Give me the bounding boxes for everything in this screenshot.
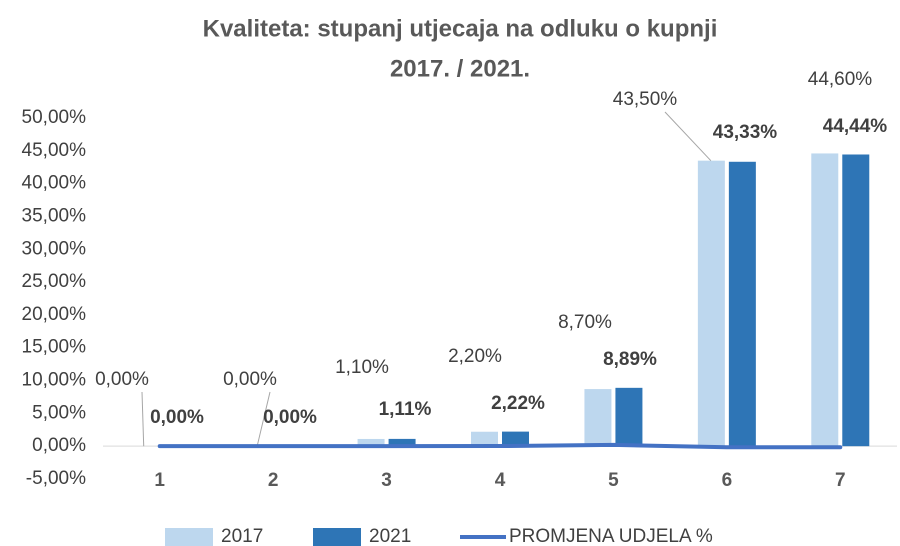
data-label: 1,11%	[379, 399, 432, 420]
leader-line	[664, 111, 712, 162]
bar	[615, 387, 643, 447]
y-tick-label: 30,00%	[22, 238, 87, 259]
y-tick-label: 40,00%	[22, 173, 87, 194]
x-tick-label: 2	[268, 470, 279, 491]
x-tick-label: 5	[608, 470, 619, 491]
data-label: 8,89%	[603, 349, 657, 370]
y-tick-label: 35,00%	[22, 205, 87, 226]
data-label: 0,00%	[223, 369, 277, 390]
data-label: 44,60%	[808, 69, 873, 90]
data-label: 43,33%	[713, 122, 778, 143]
data-label: 44,44%	[823, 116, 888, 137]
x-tick-label: 4	[495, 470, 506, 491]
data-label: 2,22%	[491, 393, 545, 414]
legend-swatch	[165, 528, 213, 546]
y-tick-label: -5,00%	[26, 468, 86, 489]
legend-label: PROMJENA UDJELA %	[509, 526, 713, 546]
chart-subtitle: 2017. / 2021.	[390, 55, 530, 82]
y-tick-label: 45,00%	[22, 140, 87, 161]
bar	[842, 154, 870, 447]
x-tick-label: 7	[835, 470, 846, 491]
legend-swatch	[313, 528, 361, 546]
bar	[584, 389, 612, 447]
line	[157, 442, 843, 450]
bar	[697, 160, 725, 447]
data-label: 8,70%	[558, 312, 612, 333]
bar	[502, 431, 529, 447]
y-tick-label: 15,00%	[22, 337, 87, 358]
bar	[388, 438, 416, 447]
legend-label: 2021	[369, 526, 411, 546]
legend-label: 2017	[221, 526, 263, 546]
bar	[471, 431, 498, 447]
data-label: 43,50%	[613, 89, 678, 110]
bar	[357, 438, 385, 447]
x-tick-label: 1	[154, 470, 165, 491]
bar	[728, 161, 756, 447]
data-label: 1,10%	[335, 357, 389, 378]
y-tick-label: 10,00%	[22, 370, 87, 391]
x-tick-label: 3	[381, 470, 392, 491]
leader-line	[256, 391, 271, 447]
data-label: 0,00%	[263, 407, 317, 428]
data-label: 0,00%	[150, 407, 204, 428]
y-tick-label: 50,00%	[22, 107, 87, 128]
x-tick-label: 6	[722, 470, 733, 491]
bar	[811, 153, 839, 447]
y-tick-label: 20,00%	[22, 304, 87, 325]
y-tick-label: 0,00%	[32, 435, 86, 456]
y-tick-label: 25,00%	[22, 271, 87, 292]
leader-line	[141, 391, 145, 447]
chart-title: Kvaliteta: stupanj utjecaja na odluku o …	[203, 15, 718, 42]
y-tick-label: 5,00%	[32, 402, 86, 423]
data-label: 2,20%	[448, 346, 502, 367]
data-label: 0,00%	[95, 369, 149, 390]
